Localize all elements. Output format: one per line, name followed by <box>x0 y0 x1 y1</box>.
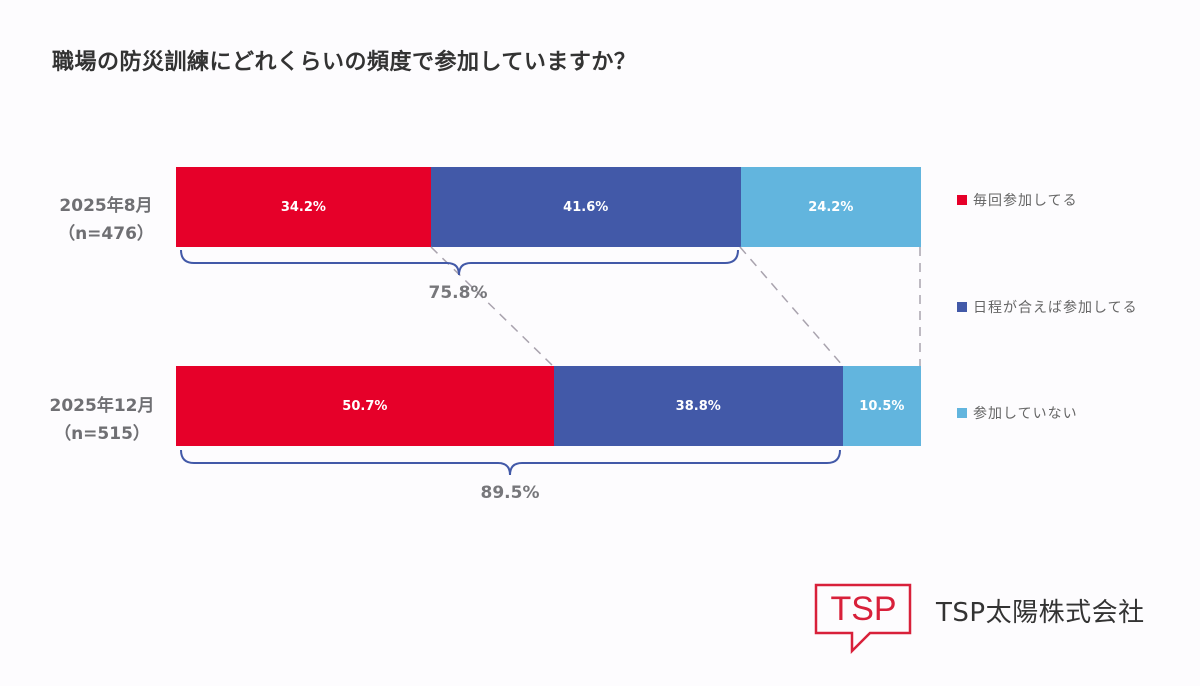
segment-value: 41.6% <box>563 199 609 215</box>
chart-title: 職場の防災訓練にどれくらいの頻度で参加していますか？ <box>52 50 637 75</box>
row-label-n: （n=476） <box>58 224 154 244</box>
segment-value: 10.5% <box>859 398 905 414</box>
row-label-aug: 2025年8月 （n=476） <box>26 192 186 248</box>
legend-swatch-lightblue <box>957 408 967 418</box>
row-label-n: （n=515） <box>54 424 150 444</box>
logo-bubble-icon <box>814 583 912 655</box>
legend-label: 参加していない <box>973 406 1078 422</box>
legend-not: 参加していない <box>957 403 1078 423</box>
segment-value: 34.2% <box>280 199 326 215</box>
logo-mark: TSP <box>830 589 897 628</box>
dashed-connectors <box>430 246 921 367</box>
segment-if-schedule: 38.8% <box>553 366 843 446</box>
segment-not: 24.2% <box>740 167 921 247</box>
segment-every-time: 50.7% <box>176 366 554 446</box>
bar-aug: 34.2% 41.6% 24.2% <box>176 167 921 247</box>
row-label-dec: 2025年12月 （n=515） <box>22 392 182 448</box>
legend-if-schedule: 日程が合えば参加してる <box>957 297 1138 317</box>
segment-value: 38.8% <box>675 398 721 414</box>
row-label-date: 2025年8月 <box>59 196 153 216</box>
total-label-aug: 75.8% <box>428 283 488 303</box>
row-label-date: 2025年12月 <box>49 396 155 416</box>
brace-icons <box>180 249 841 476</box>
legend-label: 日程が合えば参加してる <box>973 300 1138 316</box>
company-name: TSP太陽株式会社 <box>936 598 1145 628</box>
legend-every-time: 毎回参加してる <box>957 190 1078 210</box>
segment-if-schedule: 41.6% <box>430 167 741 247</box>
legend-label: 毎回参加してる <box>973 193 1078 209</box>
segment-not: 10.5% <box>842 366 921 446</box>
legend-swatch-blue <box>957 302 967 312</box>
segment-every-time: 34.2% <box>176 167 431 247</box>
segment-value: 24.2% <box>808 199 854 215</box>
bar-dec: 50.7% 38.8% 10.5% <box>176 366 921 446</box>
legend-swatch-red <box>957 195 967 205</box>
total-label-dec: 89.5% <box>480 483 540 503</box>
segment-value: 50.7% <box>342 398 388 414</box>
